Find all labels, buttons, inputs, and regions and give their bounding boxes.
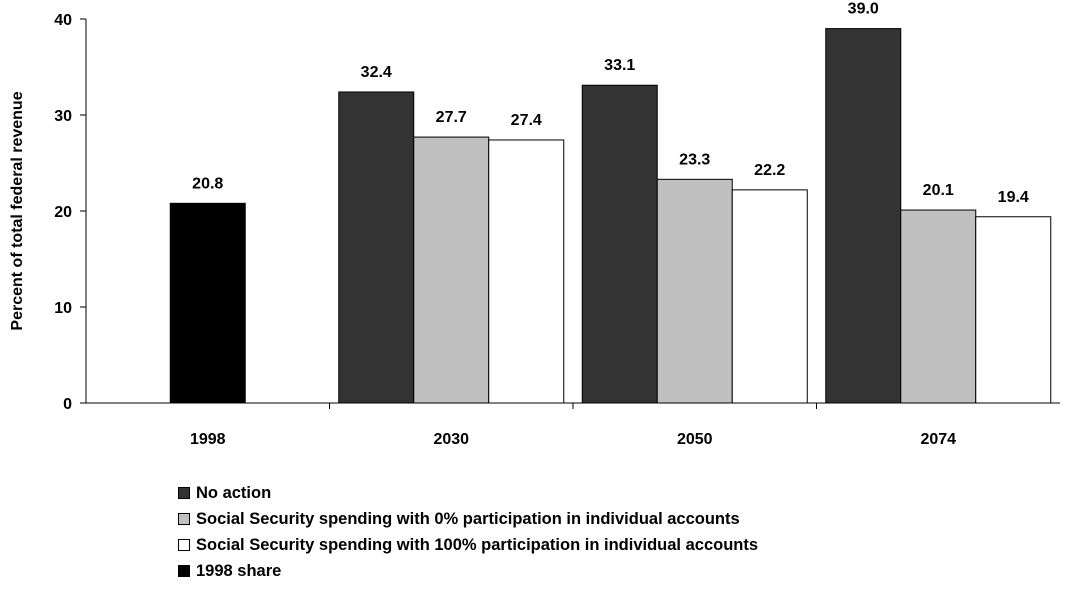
data-label: 27.4 <box>511 112 542 129</box>
y-tick-label: 10 <box>54 300 72 317</box>
x-tick-label: 1998 <box>190 431 226 448</box>
data-label: 32.4 <box>361 64 392 81</box>
legend-swatch <box>178 513 190 525</box>
bar-2074-series-3 <box>975 216 1052 404</box>
bar-2030-series-3 <box>488 139 565 404</box>
y-tick-label: 30 <box>54 108 72 125</box>
x-tick-label: 2030 <box>433 431 469 448</box>
bar-2050-series-3 <box>731 189 808 404</box>
data-label: 33.1 <box>604 57 635 74</box>
y-tick-label: 40 <box>54 12 72 29</box>
legend: No action Social Security spending with 0… <box>178 480 758 584</box>
data-label: 19.4 <box>998 189 1029 206</box>
legend-item: Social Security spending with 0% partici… <box>178 506 758 532</box>
legend-swatch <box>178 487 190 499</box>
y-tick-label: 20 <box>54 204 72 221</box>
bar-2030-series-2 <box>413 136 490 404</box>
legend-label: Social Security spending with 100% parti… <box>196 535 759 554</box>
bar-2074-series-2 <box>900 209 977 404</box>
bar-2050-series-1 <box>581 84 658 404</box>
bar-2050-series-2 <box>656 178 733 404</box>
bar-chart: Percent of total federal revenue 0102030… <box>9 1 1060 448</box>
bar-1998-series-0 <box>169 202 246 404</box>
legend-label: 1998 share <box>196 561 282 580</box>
legend-swatch <box>178 565 190 577</box>
data-label: 39.0 <box>848 1 879 18</box>
legend-item: Social Security spending with 100% parti… <box>178 532 758 558</box>
bar-2030-series-1 <box>338 91 415 404</box>
y-axis-title: Percent of total federal revenue <box>9 91 26 330</box>
data-label: 27.7 <box>436 109 467 126</box>
x-tick-label: 2050 <box>677 431 713 448</box>
y-tick-label: 0 <box>63 396 72 413</box>
legend-swatch <box>178 539 190 551</box>
data-label: 20.8 <box>192 175 223 192</box>
legend-item: 1998 share <box>178 558 758 584</box>
legend-label: Social Security spending with 0% partici… <box>196 509 740 528</box>
data-label: 23.3 <box>679 151 710 168</box>
bar-2074-series-1 <box>825 28 902 404</box>
data-label: 20.1 <box>923 182 954 199</box>
legend-item: No action <box>178 480 758 506</box>
y-axis-title-group: Percent of total federal revenue <box>9 91 26 330</box>
x-tick-label: 2074 <box>920 431 956 448</box>
data-label: 22.2 <box>754 162 785 179</box>
legend-label: No action <box>196 483 272 502</box>
